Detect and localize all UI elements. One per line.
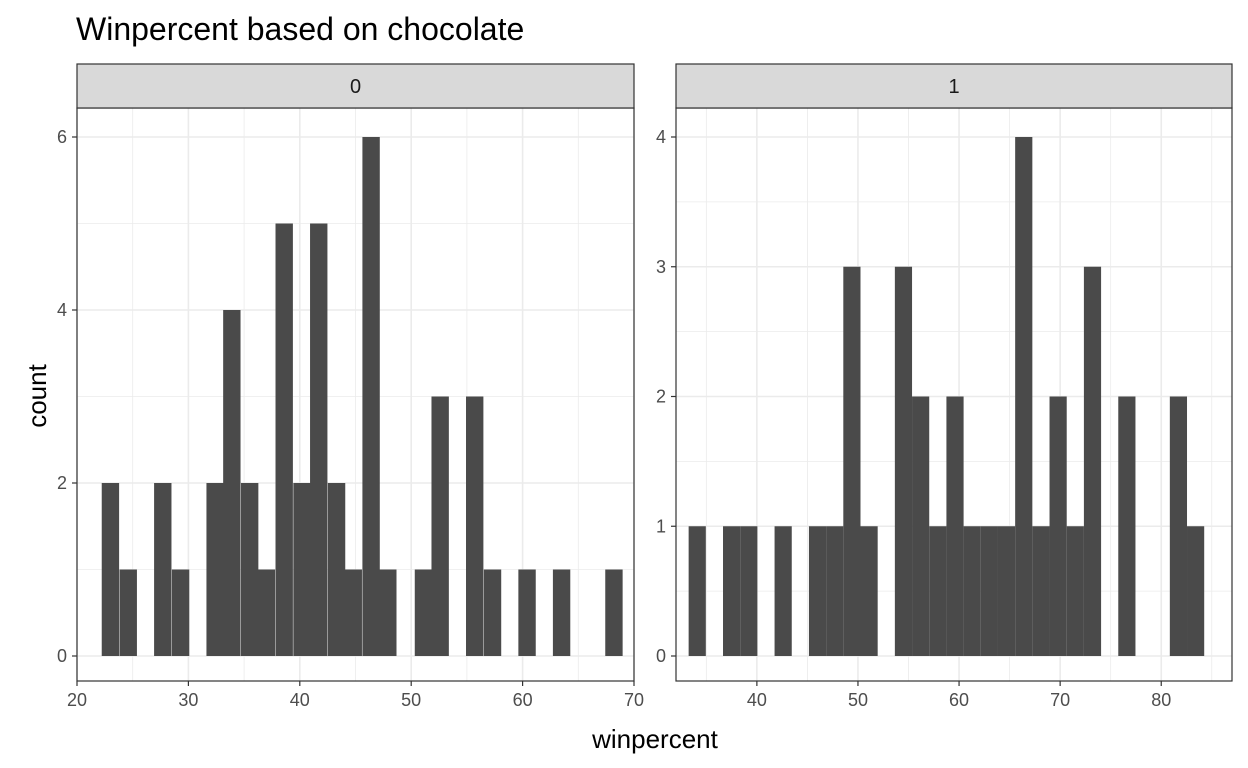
histogram-bar bbox=[327, 483, 346, 656]
x-tick-label: 50 bbox=[401, 690, 421, 710]
histogram-bar bbox=[362, 137, 380, 656]
x-tick-label: 20 bbox=[67, 690, 87, 710]
histogram-bar bbox=[257, 569, 276, 656]
histogram-bar bbox=[688, 526, 706, 656]
x-tick-label: 30 bbox=[178, 690, 198, 710]
x-tick-label: 60 bbox=[513, 690, 533, 710]
y-tick-label: 4 bbox=[656, 127, 666, 147]
histogram-bar bbox=[483, 569, 502, 656]
histogram-bar bbox=[206, 483, 224, 656]
histogram-bar bbox=[1187, 526, 1205, 656]
facet-strip bbox=[76, 63, 635, 109]
histogram-bar bbox=[963, 526, 981, 656]
histogram-bar bbox=[774, 526, 792, 656]
y-tick-label: 3 bbox=[656, 257, 666, 277]
histogram-bar bbox=[379, 569, 397, 656]
histogram-bar bbox=[1049, 396, 1067, 656]
y-tick-label: 2 bbox=[57, 473, 67, 493]
histogram-bar bbox=[518, 569, 536, 656]
y-axis-title: count bbox=[22, 363, 52, 427]
histogram-bar bbox=[1118, 396, 1136, 656]
histogram-bar bbox=[414, 569, 433, 656]
histogram-bar bbox=[860, 526, 878, 656]
histogram-bar bbox=[1083, 266, 1102, 656]
histogram-bar bbox=[1015, 137, 1033, 656]
histogram-bar bbox=[997, 526, 1016, 656]
histogram-bar bbox=[723, 526, 741, 656]
x-tick-label: 70 bbox=[624, 690, 644, 710]
histogram-bar bbox=[1066, 526, 1084, 656]
x-tick-label: 80 bbox=[1151, 690, 1171, 710]
histogram-bar bbox=[431, 396, 449, 656]
histogram-bar bbox=[1032, 526, 1050, 656]
histogram-bar bbox=[240, 483, 259, 656]
x-axis-title: winpercent bbox=[591, 724, 719, 754]
y-tick-label: 0 bbox=[656, 646, 666, 666]
histogram-bar bbox=[466, 396, 484, 656]
histogram-bar bbox=[344, 569, 362, 656]
facet-panel-0: 0 20 30 40 50 60 70 0 2 4 6 bbox=[57, 63, 644, 710]
facet-panel-1: 1 40 50 60 70 80 0 1 2 3 4 bbox=[656, 63, 1233, 710]
facet-strip bbox=[675, 63, 1233, 109]
histogram-bar bbox=[912, 396, 930, 656]
histogram-bar bbox=[171, 569, 190, 656]
facet-strip-label: 1 bbox=[948, 76, 959, 98]
histogram-bar bbox=[894, 266, 913, 656]
y-tick-label: 1 bbox=[656, 516, 666, 536]
histogram-bar bbox=[293, 483, 311, 656]
histogram-bar bbox=[223, 310, 241, 656]
histogram-bar bbox=[119, 569, 137, 656]
histogram-bar bbox=[808, 526, 827, 656]
y-tick-label: 0 bbox=[57, 646, 67, 666]
x-tick-label: 60 bbox=[949, 690, 969, 710]
histogram-bar bbox=[929, 526, 947, 656]
histogram-bar bbox=[605, 569, 623, 656]
x-tick-label: 40 bbox=[290, 690, 310, 710]
chart-title: Winpercent based on chocolate bbox=[76, 11, 524, 47]
facet-strip-label: 0 bbox=[350, 76, 361, 98]
y-tick-label: 4 bbox=[57, 300, 67, 320]
histogram-bar bbox=[946, 396, 964, 656]
histogram-bar bbox=[552, 569, 571, 656]
histogram-bar bbox=[740, 526, 758, 656]
facet-panels: 0 20 30 40 50 60 70 0 2 4 6 1 40 50 60 70 80 0 1 2 3 4 bbox=[57, 63, 1233, 710]
histogram-bar bbox=[275, 223, 293, 656]
x-tick-label: 40 bbox=[747, 690, 767, 710]
y-tick-label: 2 bbox=[656, 387, 666, 407]
x-tick-label: 70 bbox=[1050, 690, 1070, 710]
histogram-bar bbox=[843, 266, 861, 656]
y-tick-label: 6 bbox=[57, 127, 67, 147]
histogram-bar bbox=[154, 483, 172, 656]
histogram-bar bbox=[826, 526, 844, 656]
histogram-bar bbox=[980, 526, 998, 656]
x-tick-label: 50 bbox=[848, 690, 868, 710]
histogram-bar bbox=[1169, 396, 1188, 656]
histogram-bar bbox=[310, 223, 328, 656]
histogram-bar bbox=[101, 483, 120, 656]
